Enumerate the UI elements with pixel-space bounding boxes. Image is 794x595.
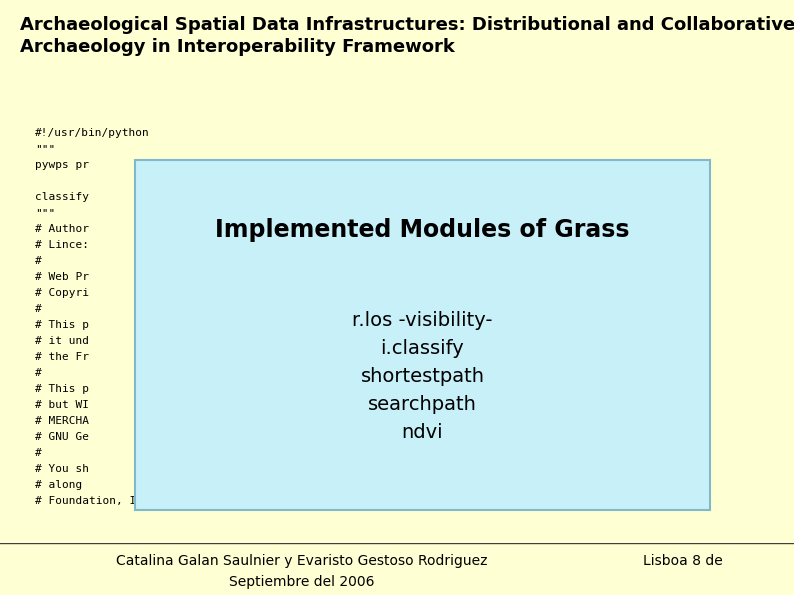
Text: # it und: # it und <box>35 336 89 346</box>
Text: # Web Pr: # Web Pr <box>35 272 89 282</box>
Text: r.los -visibility-
i.classify
shortestpath
searchpath
ndvi: r.los -visibility- i.classify shortestpa… <box>353 312 493 443</box>
Text: # Foundation, Inc., 51 Franklin Street, Fifth Floor, Boston, MA  02110-1301  USA: # Foundation, Inc., 51 Franklin Street, … <box>35 496 575 506</box>
Text: # This p: # This p <box>35 384 89 394</box>
Text: Lisboa 8 de: Lisboa 8 de <box>643 554 723 568</box>
Text: pywps pr: pywps pr <box>35 160 89 170</box>
Text: # You sh: # You sh <box>35 464 89 474</box>
Text: """: """ <box>35 208 56 218</box>
Text: classify: classify <box>35 192 89 202</box>
Text: Implemented Modules of Grass: Implemented Modules of Grass <box>215 218 630 242</box>
Text: Catalina Galan Saulnier y Evaristo Gestoso Rodriguez: Catalina Galan Saulnier y Evaristo Gesto… <box>116 554 488 568</box>
Text: Archaeological Spatial Data Infrastructures: Distributional and Collaborative
Ar: Archaeological Spatial Data Infrastructu… <box>20 15 794 57</box>
Text: #: # <box>35 256 42 266</box>
Text: # Copyri: # Copyri <box>35 288 89 298</box>
Text: # This p: # This p <box>35 320 89 330</box>
Text: """: """ <box>35 144 56 154</box>
FancyBboxPatch shape <box>135 160 710 510</box>
Text: # but WI: # but WI <box>35 400 89 410</box>
Text: Septiembre del 2006: Septiembre del 2006 <box>229 575 375 589</box>
Text: # along: # along <box>35 480 83 490</box>
Text: # Author: # Author <box>35 224 89 234</box>
Text: #: # <box>35 368 42 378</box>
Text: #: # <box>35 304 42 314</box>
Text: # GNU Ge: # GNU Ge <box>35 432 89 442</box>
Text: # the Fr: # the Fr <box>35 352 89 362</box>
Text: #: # <box>35 448 42 458</box>
Text: # Lince:: # Lince: <box>35 240 89 250</box>
Text: #!/usr/bin/python: #!/usr/bin/python <box>35 128 150 138</box>
Text: # MERCHA: # MERCHA <box>35 416 89 426</box>
